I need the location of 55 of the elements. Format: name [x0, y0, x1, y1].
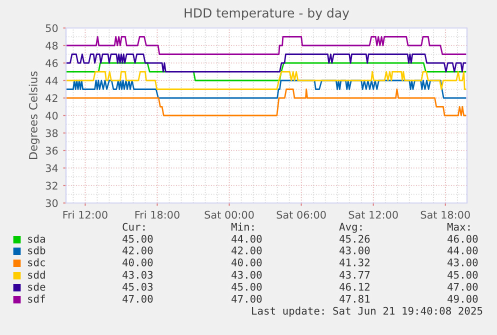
y-tick-label: 42 — [46, 94, 58, 102]
text: Cur: — [122, 222, 145, 231]
y-tick-label: 44 — [46, 76, 58, 84]
y-tick-label: 50 — [46, 24, 58, 32]
text: 42.00 — [122, 246, 153, 254]
y-tick-label: 40 — [46, 112, 58, 120]
text: 45.00 — [448, 270, 478, 279]
y-tick-label: 32 — [46, 182, 58, 190]
legend-label: sda — [28, 234, 45, 243]
chart-title: HDD temperature - by day — [184, 8, 350, 20]
text: 45.26 — [340, 234, 370, 243]
text: 46.00 — [448, 234, 478, 243]
text: 43.00 — [232, 270, 262, 279]
x-tick-label: Sat 12:00 — [348, 210, 398, 219]
legend-label: sde — [28, 282, 46, 291]
text: 45.03 — [122, 282, 153, 291]
legend-label: sdf — [28, 294, 45, 303]
text: 44.00 — [448, 246, 478, 254]
text: Max: — [447, 223, 470, 231]
text: 40.00 — [122, 258, 153, 266]
y-tick-label: 30 — [46, 199, 58, 208]
x-tick-label: Fri 18:00 — [135, 210, 180, 219]
y-tick-label: 34 — [46, 164, 58, 172]
text: 46.12 — [340, 282, 370, 291]
legend-label: sdd — [28, 270, 45, 279]
y-tick-label: 38 — [46, 129, 58, 138]
legend-label: sdb — [28, 246, 46, 254]
x-tick-label: Fri 12:00 — [63, 210, 108, 219]
text: Min: — [231, 222, 254, 231]
text: 45.00 — [232, 282, 262, 291]
text: 43.00 — [448, 258, 478, 266]
text: 47.00 — [232, 294, 262, 303]
text: 47.81 — [340, 294, 370, 303]
text: 43.03 — [122, 270, 153, 279]
x-tick-label: Sat 06:00 — [276, 210, 326, 219]
text: 41.32 — [340, 258, 370, 266]
text: 42.00 — [232, 246, 262, 254]
x-tick-label: Sat 18:00 — [420, 210, 470, 219]
text: 47.00 — [448, 282, 478, 291]
line-series — [66, 88, 466, 116]
text: Avg: — [339, 222, 362, 233]
text: 43.77 — [340, 270, 370, 279]
y-tick-label: 36 — [46, 146, 58, 155]
text: 45.00 — [122, 234, 153, 243]
legend-label: sdc — [28, 258, 45, 266]
text: 47.00 — [122, 294, 153, 303]
text: 44.00 — [232, 234, 262, 243]
text: 40.00 — [232, 258, 262, 266]
text: 49.00 — [448, 294, 478, 303]
y-axis-title: Degrees Celsius — [28, 71, 40, 159]
text: Last update: Sat Jun 21 19:40:08 2025 — [252, 306, 482, 317]
y-tick-label: 46 — [46, 59, 58, 68]
y-tick-label: 48 — [46, 42, 58, 50]
text: 43.00 — [340, 246, 370, 254]
x-tick-label: Sat 00:00 — [204, 210, 254, 219]
